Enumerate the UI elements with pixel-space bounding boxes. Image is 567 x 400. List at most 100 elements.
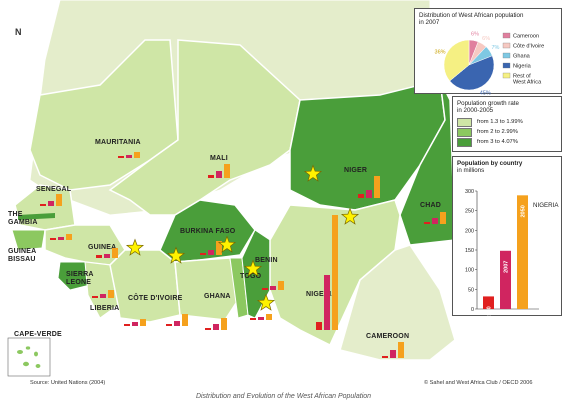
country-label: TOGO bbox=[240, 273, 262, 280]
minibar bbox=[132, 322, 138, 326]
nigeria-bar-chart: 0 50 100 150 200 250 300 1950 2007 2050 NIGERIA bbox=[465, 189, 559, 317]
minibar bbox=[92, 296, 98, 298]
nigeria-bar bbox=[483, 296, 494, 309]
minibar bbox=[48, 201, 54, 206]
country-label: SENEGAL bbox=[36, 186, 72, 193]
country-label: GHANA bbox=[204, 293, 231, 300]
minibar bbox=[134, 152, 140, 158]
country-label: BURKINA FASO bbox=[180, 228, 236, 235]
region-guinea-bissau bbox=[11, 229, 46, 251]
region-liberia bbox=[84, 261, 119, 319]
pie-legend-swatch bbox=[502, 62, 511, 69]
country-label: LIBERIA bbox=[90, 305, 119, 312]
pie-title: Distribution of West African population … bbox=[419, 12, 523, 26]
minibar bbox=[382, 356, 388, 358]
bar-year-label: 2007 bbox=[504, 261, 510, 273]
cape-verde-inset bbox=[7, 337, 51, 377]
minibar bbox=[221, 318, 227, 330]
minibar bbox=[124, 324, 130, 326]
north-arrow-icon: N bbox=[15, 27, 22, 37]
minibar bbox=[366, 190, 372, 198]
capital-stars bbox=[125, 164, 360, 311]
country-label: SIERRA LEONE bbox=[66, 271, 94, 286]
minibar bbox=[224, 164, 230, 178]
bar-y-tick-label: 300 bbox=[465, 189, 474, 195]
country-label: MALI bbox=[210, 155, 228, 162]
minibar bbox=[200, 253, 206, 255]
minibar bbox=[126, 155, 132, 158]
pie-pct-label: 7% bbox=[491, 45, 499, 51]
region-cote-divoire bbox=[109, 249, 181, 323]
minibar bbox=[324, 275, 330, 330]
growth-title-line1: Population growth rate bbox=[457, 100, 519, 107]
cape-verde-islands bbox=[17, 346, 41, 368]
capital-star-icon bbox=[303, 164, 323, 182]
minibar bbox=[398, 342, 404, 358]
pie-legend-label: Ghana bbox=[513, 54, 531, 60]
minibar bbox=[258, 317, 264, 320]
pie-pct-label: 6% bbox=[482, 36, 490, 42]
capital-star-icon bbox=[340, 207, 360, 225]
pie-legend-swatch bbox=[502, 52, 511, 59]
minibar bbox=[112, 248, 118, 258]
figure-caption: Distribution and Evolution of the West A… bbox=[195, 393, 372, 400]
country-labels: MAURITANIA MALI SENEGAL THE GAMBIA GUINEA BISS… bbox=[8, 139, 441, 340]
region-ghana bbox=[174, 257, 239, 321]
minibar bbox=[96, 255, 102, 258]
growth-swatch bbox=[457, 117, 472, 127]
bar-y-tick-label: 50 bbox=[468, 287, 474, 293]
pie-legend-swatch bbox=[502, 32, 511, 39]
pie-slice bbox=[449, 55, 495, 91]
pie-pct-label: 45% bbox=[480, 91, 491, 95]
pie-title-line1: Distribution of West African population bbox=[419, 12, 524, 19]
bar-title-line1: Population by country bbox=[457, 160, 523, 167]
region-cameroon bbox=[339, 244, 456, 361]
nigeria-bar bbox=[500, 250, 511, 309]
growth-legend-title: Population growth rate in 2000-2005 bbox=[457, 100, 557, 114]
country-label: NIGER bbox=[344, 167, 367, 174]
pie-pct-label: 6% bbox=[471, 32, 479, 38]
minibar bbox=[316, 322, 322, 330]
growth-legend-item: from 1.3 to 1.99% bbox=[457, 117, 557, 127]
nigeria-bar bbox=[517, 195, 528, 309]
country-label: CAMEROON bbox=[366, 333, 409, 340]
capital-star-icon bbox=[217, 235, 237, 253]
growth-swatch bbox=[457, 137, 472, 147]
capital-star-icon bbox=[125, 238, 145, 256]
country-label: THE GAMBIA bbox=[8, 211, 38, 226]
pie-title-line2: in 2007 bbox=[419, 19, 440, 26]
pie-legend-swatch bbox=[502, 42, 511, 49]
minibar bbox=[270, 286, 276, 290]
capital-star-icon bbox=[243, 259, 263, 277]
pie-panel: Distribution of West African population … bbox=[414, 8, 562, 95]
growth-label: from 2 to 2.99% bbox=[477, 129, 518, 135]
pie-slice bbox=[443, 39, 470, 82]
bar-y-tick-label: 0 bbox=[471, 307, 474, 313]
minibar bbox=[205, 328, 211, 330]
growth-label: from 3 to 4.07% bbox=[477, 139, 518, 145]
country-label: NIGERIA bbox=[306, 291, 337, 298]
minibar bbox=[216, 241, 222, 255]
minibar bbox=[216, 171, 222, 178]
capital-star-icon bbox=[256, 293, 276, 311]
minibar bbox=[440, 212, 446, 224]
country-label: GUINEA BISSAU bbox=[8, 248, 36, 263]
minibar bbox=[174, 321, 180, 326]
growth-legend-item: from 2 to 2.99% bbox=[457, 127, 557, 137]
minibar bbox=[358, 194, 364, 198]
growth-legend-rows: from 1.3 to 1.99% from 2 to 2.99% from 3 t… bbox=[457, 117, 557, 147]
country-minibars bbox=[40, 152, 446, 358]
country-label: GUINEA bbox=[88, 244, 116, 251]
growth-legend: Population growth rate in 2000-2005 from… bbox=[452, 96, 562, 152]
minibar bbox=[390, 350, 396, 358]
minibar bbox=[332, 215, 338, 330]
country-label: CAPE-VERDE bbox=[14, 331, 62, 338]
region-sierra-leone bbox=[57, 261, 91, 291]
country-label: CÔTE D'IVOIRE bbox=[128, 293, 183, 302]
minibar bbox=[166, 324, 172, 326]
bar-legend-panel: Population by country in millions 0 50 100… bbox=[452, 156, 562, 317]
minibar bbox=[208, 175, 214, 178]
minibar bbox=[50, 238, 56, 240]
minibar bbox=[278, 281, 284, 290]
